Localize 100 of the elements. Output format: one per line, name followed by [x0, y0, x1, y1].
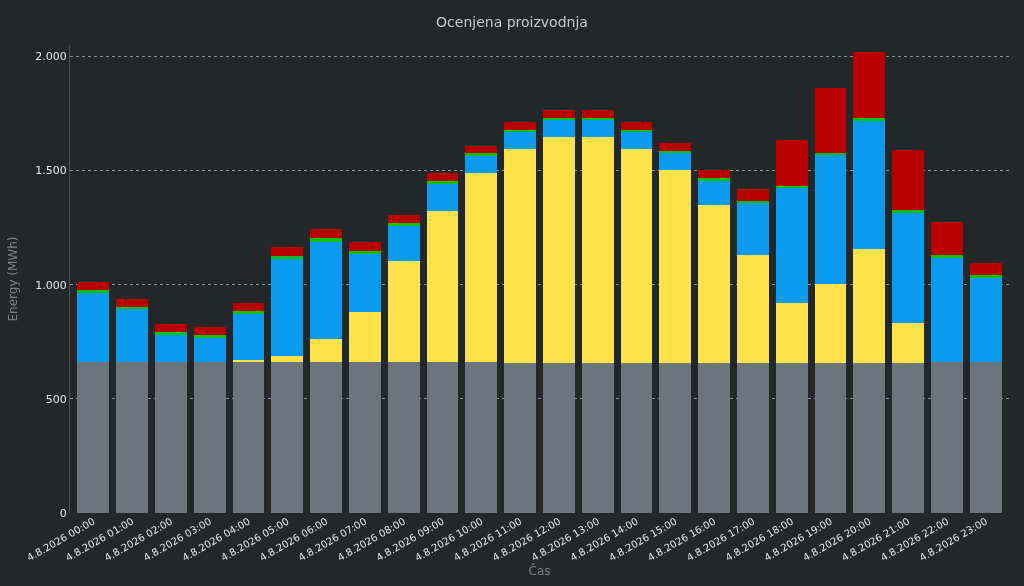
- bar: [504, 148, 537, 364]
- bar: [348, 254, 381, 313]
- bar: [310, 238, 342, 242]
- bar: [698, 170, 731, 179]
- bar: [504, 363, 537, 513]
- y-tick-label: 500: [45, 392, 67, 406]
- bar: [271, 355, 304, 363]
- bar: [154, 323, 187, 332]
- bar: [387, 362, 420, 513]
- bar: [271, 362, 304, 513]
- bar: [232, 302, 265, 312]
- bar: [426, 180, 459, 184]
- y-tick-label: 1.500: [35, 164, 67, 178]
- bar: [193, 362, 226, 513]
- bar: [659, 143, 692, 151]
- bar: [504, 132, 537, 149]
- bar: [581, 137, 614, 364]
- bar: [542, 109, 575, 118]
- bar: [698, 178, 731, 181]
- bar: [969, 275, 1002, 279]
- bar: [154, 362, 187, 513]
- bar: [348, 250, 381, 255]
- bar: [310, 241, 342, 339]
- bar: [348, 362, 381, 513]
- bar: [969, 362, 1002, 513]
- bar: [737, 189, 769, 201]
- bar: [542, 137, 575, 364]
- bar: [775, 188, 808, 303]
- bar: [737, 363, 769, 513]
- bar: [465, 362, 498, 513]
- bar: [387, 226, 420, 262]
- bar: [310, 362, 342, 513]
- bar: [387, 261, 420, 363]
- bar: [426, 183, 459, 211]
- bar: [581, 109, 614, 118]
- bar: [310, 229, 342, 239]
- bar: [465, 145, 498, 154]
- bar: [232, 311, 265, 315]
- bar: [387, 223, 420, 227]
- bar: [892, 323, 925, 364]
- bar: [232, 362, 265, 513]
- bar: [775, 139, 808, 186]
- bar: [892, 210, 925, 213]
- y-axis-title: Energy (MWh): [5, 236, 20, 322]
- bar: [931, 222, 963, 256]
- bar: [620, 363, 653, 513]
- bar: [775, 302, 808, 364]
- bar: [271, 247, 304, 256]
- bar: [853, 121, 886, 250]
- bar: [116, 298, 148, 307]
- bar: [969, 263, 1002, 276]
- bar: [581, 363, 614, 513]
- chart-title: Ocenjena proizvodnja: [436, 14, 588, 31]
- bar: [620, 121, 653, 130]
- bar: [698, 180, 731, 206]
- bar: [931, 362, 963, 513]
- bar: [426, 210, 459, 363]
- y-tick-label: 2.000: [35, 50, 67, 64]
- bar: [659, 153, 692, 171]
- bar: [853, 363, 886, 513]
- bar: [116, 362, 148, 513]
- bar: [620, 132, 653, 149]
- bar: [116, 309, 148, 363]
- bar: [77, 281, 110, 290]
- bar: [931, 255, 963, 258]
- bar: [504, 121, 537, 130]
- bar: [814, 87, 847, 153]
- bar: [77, 362, 110, 513]
- bar: [154, 334, 187, 363]
- bar: [737, 203, 769, 256]
- bar: [310, 338, 342, 363]
- bar: [193, 337, 226, 363]
- bar: [814, 363, 847, 513]
- bar: [465, 153, 498, 156]
- bar: [271, 258, 304, 356]
- bar: [698, 205, 731, 364]
- bar: [348, 312, 381, 363]
- bar: [775, 363, 808, 513]
- bar: [698, 363, 731, 513]
- bar: [154, 331, 187, 335]
- bar: [232, 314, 265, 360]
- bar: [426, 362, 459, 513]
- bar: [581, 120, 614, 138]
- bar: [659, 170, 692, 364]
- bar: [542, 120, 575, 138]
- y-tick-label: 1.000: [35, 278, 67, 292]
- bar: [814, 155, 847, 284]
- bar: [426, 172, 459, 181]
- bar: [892, 212, 925, 324]
- bar: [77, 292, 110, 363]
- bar: [77, 289, 110, 293]
- bar: [387, 215, 420, 224]
- bar: [620, 148, 653, 364]
- bar: [737, 255, 769, 364]
- bar: [659, 363, 692, 513]
- x-axis-title: Čas: [528, 563, 551, 579]
- bar: [931, 257, 963, 363]
- bar: [193, 326, 226, 335]
- bar: [465, 155, 498, 173]
- bar: [193, 334, 226, 338]
